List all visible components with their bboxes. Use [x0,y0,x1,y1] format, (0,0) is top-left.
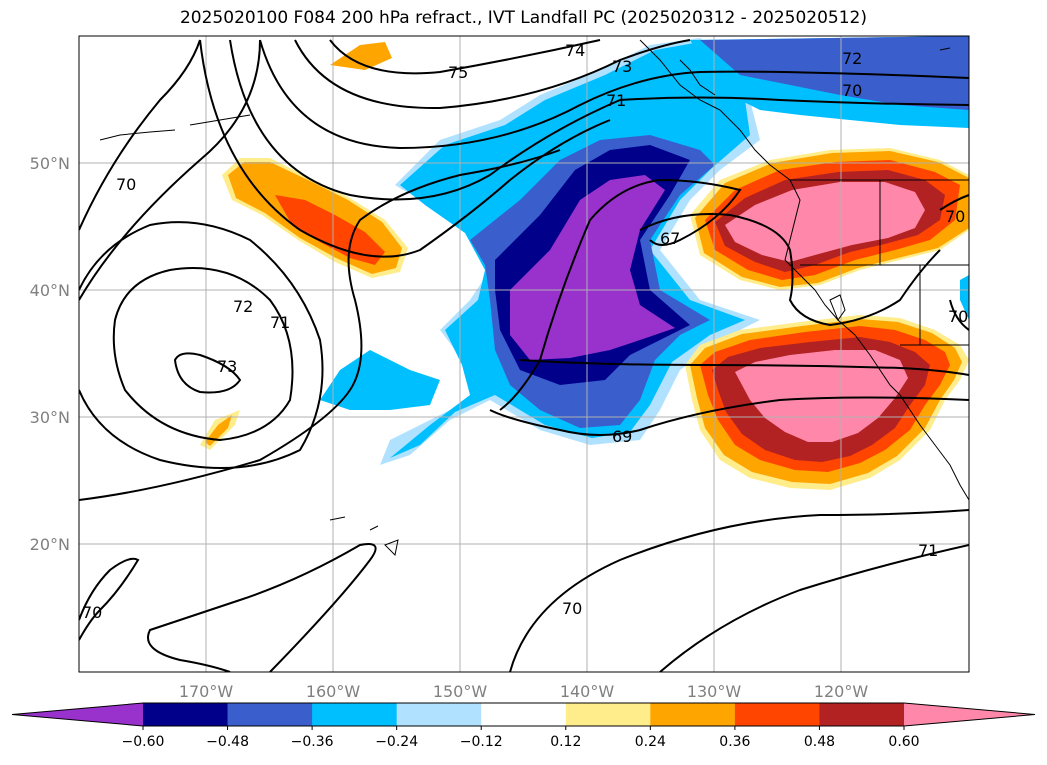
contour-label: 72 [233,297,253,316]
contour-label: 71 [918,541,938,560]
positive-anomaly-north [330,42,392,70]
contour-label: 73 [217,357,237,376]
lat-label: 40°N [30,281,70,300]
coastlines [99,39,969,557]
colorbar-segment [396,703,482,726]
graticule [79,36,969,672]
contour-label: 74 [565,41,585,60]
contour-label: 71 [270,313,290,332]
lat-label: 30°N [30,408,70,427]
colorbar-tick-label: −0.12 [460,734,503,750]
lat-label: 50°N [30,154,70,173]
negative-anomaly-small-1 [320,350,440,410]
contour-label: 70 [82,603,102,622]
contour-label: 70 [562,599,582,618]
contour-label: 67 [660,229,680,248]
contour-label: 70 [116,175,136,194]
refractivity-contours [79,39,969,672]
contour-label: 69 [612,427,632,446]
colorbar-tick-label: −0.24 [375,734,418,750]
lon-label: 160°W [306,682,361,701]
lat-label: 20°N [30,535,70,554]
colorbar-extend-low [12,703,143,726]
colorbar-segment [227,703,313,726]
colorbar-tick-label: 0.12 [550,734,581,750]
map-frame [78,35,970,673]
contour-label: 70 [842,81,862,100]
contour-label: 72 [842,49,862,68]
colorbar: −0.60 −0.48 −0.36 −0.24 −0.12 0.12 0.24 0.36 0.4… [11,702,1036,750]
latitude-labels: 50°N 40°N 30°N 20°N [30,154,70,554]
colorbar-tick-label: 0.24 [635,734,666,750]
colorbar-extend-high [904,703,1035,726]
colorbar-tick-label: −0.60 [122,734,165,750]
colorbar-segment [819,703,905,726]
colorbar-segment [565,703,651,726]
negative-anomaly-purple [510,175,675,360]
colorbar-segment [650,703,736,726]
contour-label: 73 [612,57,632,76]
colorbar-tick-label: −0.48 [206,734,249,750]
colorbar-segment [481,703,567,726]
colorbar-segment [734,703,820,726]
shaded-field [79,36,969,672]
negative-anomaly-small-2 [960,275,969,320]
colorbar-tick-label: −0.36 [291,734,334,750]
longitude-labels: 170°W 160°W 150°W 140°W 130°W 120°W [179,682,869,701]
contour-label: 70 [945,207,965,226]
lon-label: 130°W [687,682,742,701]
colorbar-segment [312,703,398,726]
positive-anomaly-ca-pink [735,350,908,442]
contour-label: 70 [948,307,968,326]
positive-anomaly-nw-pink [725,182,925,262]
lon-label: 150°W [433,682,488,701]
map-title: 2025020100 F084 200 hPa refract., IVT La… [179,8,867,28]
colorbar-tick-label: 0.60 [888,734,919,750]
lon-label: 120°W [814,682,869,701]
contour-label-group: 75 74 73 72 70 71 70 72 71 73 67 69 70 7… [82,41,968,622]
lon-label: 140°W [560,682,615,701]
positive-anomaly-aleut-red [275,195,385,265]
colorbar-tick-label: 0.36 [719,734,750,750]
lon-label: 170°W [179,682,234,701]
contour-label: 71 [606,91,626,110]
colorbar-segment [143,703,229,726]
contour-label: 75 [448,63,468,82]
colorbar-tick-label: 0.48 [804,734,835,750]
